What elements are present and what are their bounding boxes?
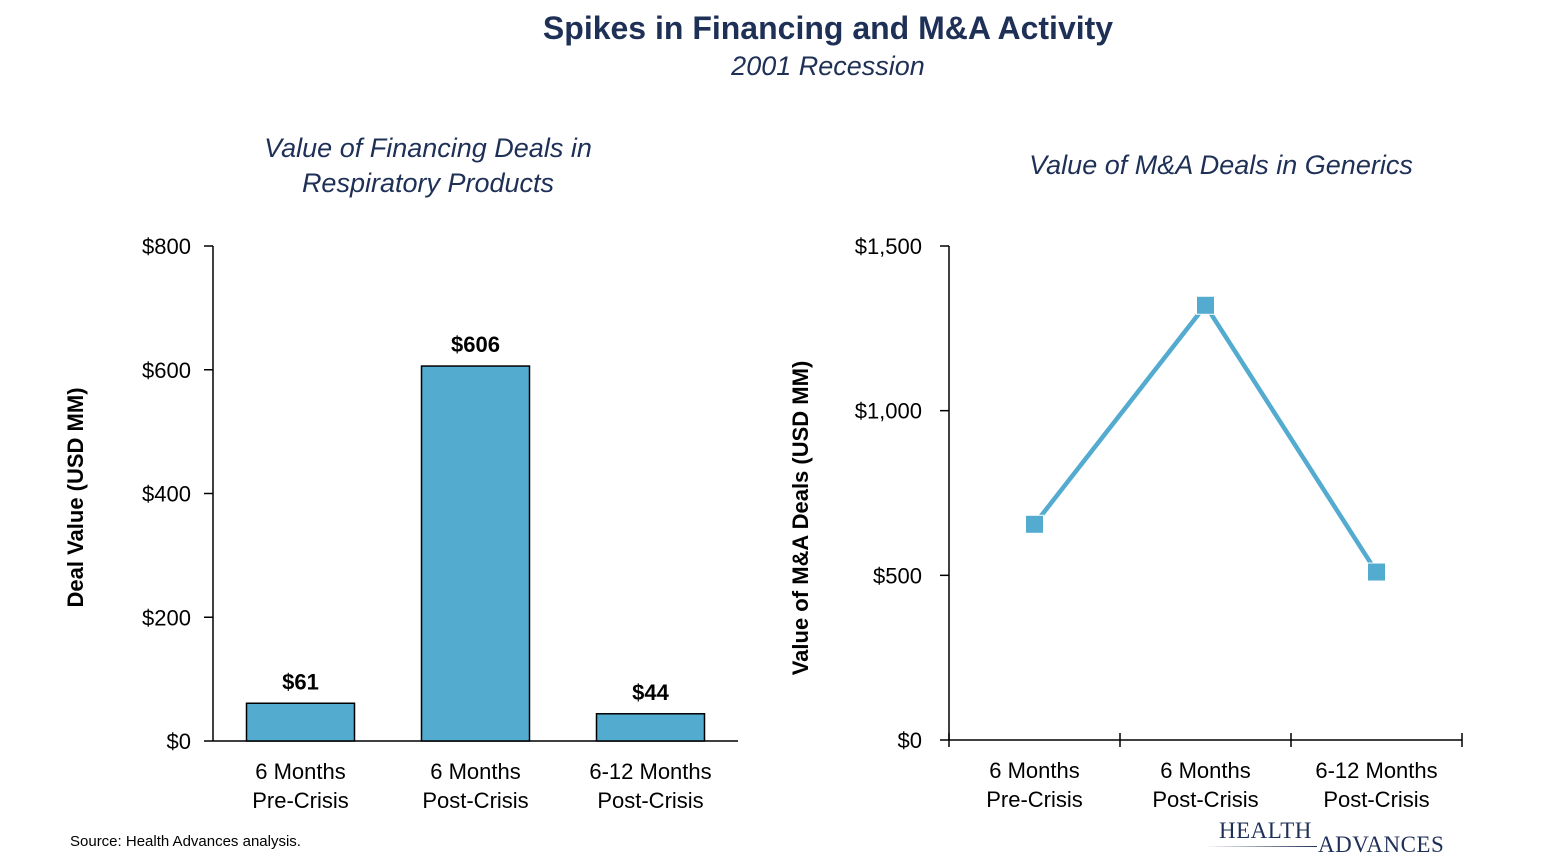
bar-x-tick-label: 6-12 Months [589, 759, 711, 784]
line-marker [1368, 563, 1386, 581]
line-x-tick-label: Post-Crisis [1323, 787, 1429, 812]
line-x-tick-label: 6-12 Months [1315, 758, 1437, 783]
bar [597, 714, 705, 741]
line-y-tick-label: $1,500 [855, 234, 922, 259]
logo-line-1: HEALTH [1219, 818, 1312, 844]
bar-x-tick-label: 6 Months [430, 759, 521, 784]
bar-y-tick-label: $800 [142, 234, 191, 259]
line-chart-title-line-1: Value of M&A Deals in Generics [990, 148, 1452, 183]
bar-chart: $0$200$400$600$800$616 MonthsPre-Crisis$… [0, 200, 760, 800]
bar-chart-title-line-2: Respiratory Products [228, 166, 628, 201]
bar-chart-title: Value of Financing Deals in Respiratory … [228, 131, 628, 201]
bar-data-label: $44 [632, 680, 669, 705]
line-marker [1197, 296, 1215, 314]
line-marker [1026, 515, 1044, 533]
line-y-tick-label: $0 [898, 728, 922, 753]
bar-x-tick-label: Pre-Crisis [252, 788, 349, 813]
bar-x-tick-label: Post-Crisis [597, 788, 703, 813]
bar-data-label: $61 [282, 669, 319, 694]
bar-data-label: $606 [451, 332, 500, 357]
bar [247, 703, 355, 741]
bar-chart-title-line-1: Value of Financing Deals in [228, 131, 628, 166]
bar-y-tick-label: $0 [167, 729, 191, 754]
bar [422, 366, 530, 741]
logo-line-2: ADVANCES [1318, 832, 1444, 858]
bar-y-axis-label: Deal Value (USD MM) [63, 387, 88, 607]
line-y-tick-label: $1,000 [855, 399, 922, 424]
source-note: Source: Health Advances analysis. [70, 833, 301, 850]
bar-y-tick-label: $400 [142, 482, 191, 507]
line-x-tick-label: Post-Crisis [1152, 787, 1258, 812]
bar-x-tick-label: 6 Months [255, 759, 346, 784]
line-x-tick-label: 6 Months [1160, 758, 1251, 783]
health-advances-logo: HEALTH ADVANCES [1205, 818, 1455, 862]
bar-y-tick-label: $200 [142, 605, 191, 630]
line-y-axis-label: Value of M&A Deals (USD MM) [788, 361, 813, 676]
line-x-tick-label: 6 Months [989, 758, 1080, 783]
line-chart-title: Value of M&A Deals in Generics [990, 148, 1452, 183]
page-title: Spikes in Financing and M&A Activity [0, 10, 1552, 47]
page-subtitle: 2001 Recession [0, 51, 1552, 82]
line-series [1035, 305, 1377, 572]
line-x-tick-label: Pre-Crisis [986, 787, 1083, 812]
bar-x-tick-label: Post-Crisis [422, 788, 528, 813]
line-y-tick-label: $500 [873, 563, 922, 588]
bar-y-tick-label: $600 [142, 358, 191, 383]
logo-rule [1205, 846, 1317, 847]
